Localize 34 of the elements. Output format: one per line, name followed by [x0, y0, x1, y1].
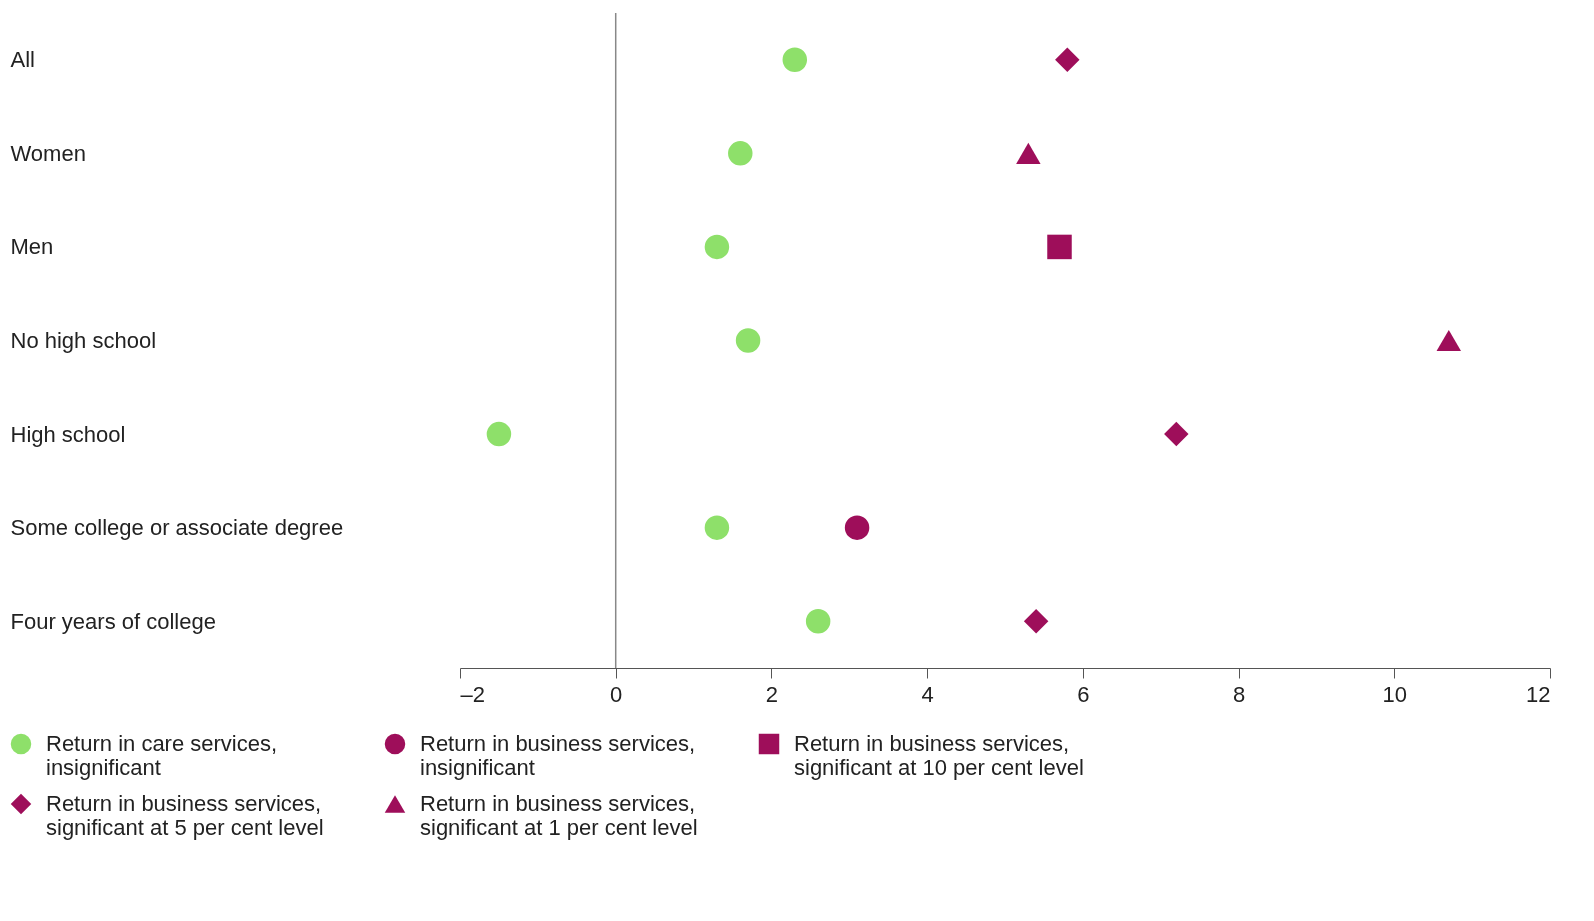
x-tick-label: 10: [1382, 681, 1408, 707]
x-tick-label: 0: [610, 681, 623, 707]
point: [704, 234, 730, 260]
y-tick-label: Men: [10, 234, 54, 260]
point: [728, 141, 753, 166]
y-tick-label: No high school: [10, 328, 157, 353]
point: [844, 515, 870, 540]
point: [486, 421, 512, 447]
point: [735, 328, 761, 353]
point: [1055, 47, 1080, 73]
x-tick-label: 8: [1232, 681, 1246, 707]
point: [1047, 234, 1072, 260]
point: [704, 515, 730, 540]
x-tick-label: 4: [921, 681, 934, 707]
legend-label: Return in business services, significant at 1 per cent level: [420, 791, 698, 840]
y-tick-label: All: [10, 47, 35, 73]
legend-label: Return in business services, insignificant: [420, 731, 696, 780]
x-tick-label: 12: [1526, 681, 1551, 707]
point: [782, 47, 808, 73]
legend-label: Return in business services, significant at 10 per cent level: [794, 731, 1084, 780]
point: [1016, 142, 1041, 164]
legend-label: Return in business services, significant at 5 per cent level: [46, 791, 324, 840]
y-tick-label: Four years of college: [10, 608, 216, 634]
y-tick-label: Women: [10, 140, 86, 166]
point: [805, 608, 831, 634]
x-tick-label: 6: [1077, 681, 1090, 707]
point: [1436, 329, 1462, 352]
y-tick-label: High school: [10, 421, 126, 447]
y-tick-label: Some college or associate degree: [10, 515, 344, 541]
point: [1023, 608, 1049, 634]
x-tick-label: 2: [765, 681, 779, 707]
x-tick-label: –2: [460, 681, 485, 707]
legend-label: Return in care services, insignificant: [46, 731, 278, 780]
point: [1164, 421, 1189, 447]
